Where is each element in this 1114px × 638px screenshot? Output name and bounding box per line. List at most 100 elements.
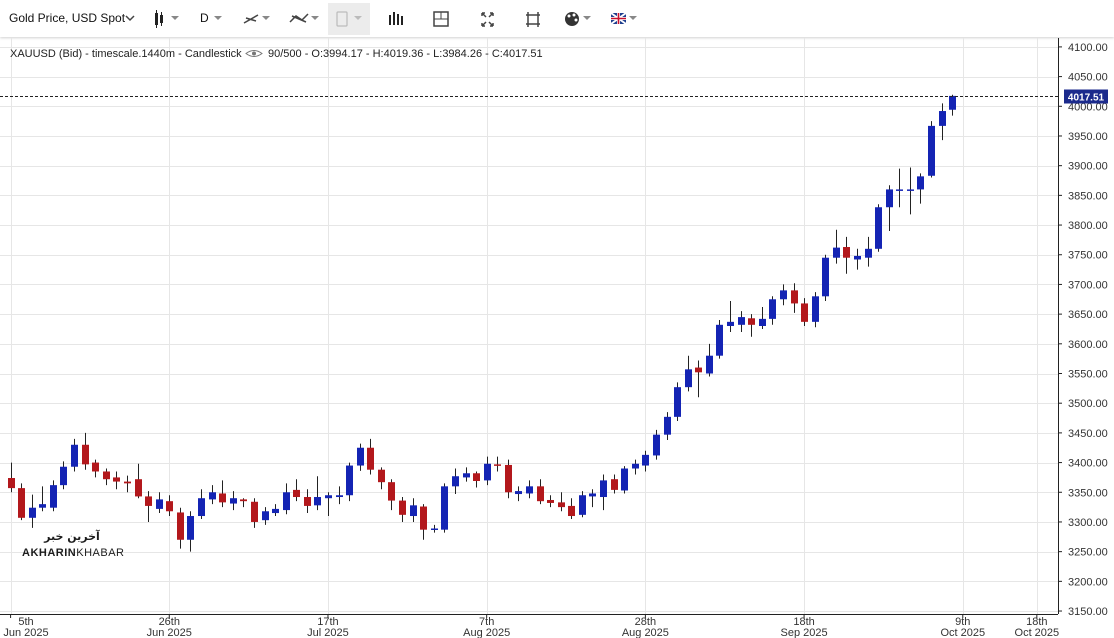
toolbar [0, 0, 1114, 37]
candle-body [283, 492, 290, 511]
y-tick-label: 3850.00 [1068, 190, 1108, 202]
candle-body [219, 493, 226, 503]
ohlc-info: 90/500 - O:3994.17 - H:4019.36 - L:3984.… [268, 48, 543, 60]
candle-body [928, 125, 935, 176]
x-tick-label: 7th [479, 616, 494, 628]
chart-type-button[interactable] [155, 10, 179, 28]
x-tick-label: 18th [1026, 616, 1047, 628]
candle-body [145, 496, 152, 506]
candle-body [272, 508, 279, 514]
candle-body [875, 207, 882, 249]
watermark-name-bold: AKHARIN [22, 547, 76, 559]
candle-body [262, 511, 269, 521]
x-tick-label: Aug 2025 [622, 627, 669, 638]
candle-body [92, 462, 99, 472]
trend-tool-button[interactable] [289, 13, 319, 23]
candle-body [674, 387, 681, 417]
interval-selector[interactable]: D [200, 11, 222, 25]
x-tick-label: 18th [793, 616, 814, 628]
candle-body [357, 447, 364, 466]
candle-body [706, 355, 713, 374]
x-tick-label: Aug 2025 [463, 627, 510, 638]
candle-body [336, 495, 343, 498]
candle-count: 90/500 [268, 48, 302, 60]
y-tick-label: 3800.00 [1068, 220, 1108, 232]
x-tick-label: Jun 2025 [147, 627, 192, 638]
x-tick-label: Jun 2025 [3, 627, 48, 638]
theme-button[interactable] [565, 12, 591, 26]
y-tick-label: 4000.00 [1068, 101, 1108, 113]
candle-body [314, 497, 321, 506]
shape-tool-button[interactable] [328, 3, 370, 35]
candle-body [579, 495, 586, 515]
candle-body [716, 324, 723, 356]
ohlc-value: 3994.17 [323, 48, 363, 60]
y-tick-label: 3750.00 [1068, 250, 1108, 262]
layout-button[interactable] [433, 11, 449, 27]
candle-body [812, 296, 819, 322]
candle-body [843, 247, 850, 258]
candle-body [769, 299, 776, 319]
candle-body [865, 248, 872, 258]
labels: 3150.00 3200.00 3250.00 3300.00 3350.00 3400.… [0, 42, 1108, 638]
y-tick-label: 3550.00 [1068, 369, 1108, 381]
candle-body [209, 492, 216, 500]
candle-body [240, 499, 247, 502]
symbol-selector[interactable]: Gold Price, USD Spot [9, 11, 135, 25]
y-tick-label: 3250.00 [1068, 547, 1108, 559]
candle-body [156, 499, 163, 509]
candle-body [293, 489, 300, 498]
language-button[interactable] [610, 12, 637, 25]
candle-body [71, 444, 78, 467]
candle-body [473, 473, 480, 481]
candle-body [780, 290, 787, 300]
candles [8, 94, 956, 552]
candle-body [949, 95, 956, 110]
candle-body [367, 447, 374, 470]
candle-body [738, 317, 745, 325]
candle-body [50, 485, 57, 508]
candle-body [695, 367, 702, 373]
screenshot-button[interactable] [526, 12, 540, 27]
x-tick-label: 17th [317, 616, 338, 628]
candle-body [611, 479, 618, 490]
x-tick-label: 28th [635, 616, 656, 628]
indicators-button[interactable] [389, 12, 403, 25]
candle-body [82, 444, 89, 465]
candle-body [801, 303, 808, 322]
candle-body [187, 516, 194, 540]
last-price-box [1064, 89, 1108, 104]
candle-body [515, 491, 522, 495]
candle-body [60, 466, 67, 486]
ohlc-label: - C: [482, 48, 503, 60]
candle-body [537, 486, 544, 502]
candle-body [822, 257, 829, 297]
candle-body [907, 189, 914, 191]
x-tick-label: Oct 2025 [940, 627, 985, 638]
ohlc-label: - O: [302, 48, 323, 60]
candle-body [494, 464, 501, 466]
candle-body [8, 478, 15, 489]
candle-body [748, 318, 755, 325]
x-tick-label: Sep 2025 [781, 627, 828, 638]
y-tick-label: 4100.00 [1068, 42, 1108, 54]
candle-body [759, 318, 766, 326]
visibility-toggle[interactable] [245, 50, 263, 57]
candle-body [198, 498, 205, 517]
candle-body [621, 468, 628, 491]
x-tick-label: 26th [159, 616, 180, 628]
y-tick-label: 3300.00 [1068, 517, 1108, 529]
x-tick-label: 9th [955, 616, 970, 628]
line-tool-button[interactable] [243, 14, 270, 24]
ohlc-value: 4017.51 [503, 48, 543, 60]
ohlc-value: 3984.26 [442, 48, 482, 60]
candle-body [304, 497, 311, 506]
candle-body [39, 504, 46, 508]
fullscreen-button[interactable] [481, 12, 494, 27]
interval: D [200, 11, 209, 25]
candle-body [833, 247, 840, 258]
y-tick-label: 3500.00 [1068, 398, 1108, 410]
candle-body [854, 255, 861, 260]
candle-body [526, 486, 533, 494]
